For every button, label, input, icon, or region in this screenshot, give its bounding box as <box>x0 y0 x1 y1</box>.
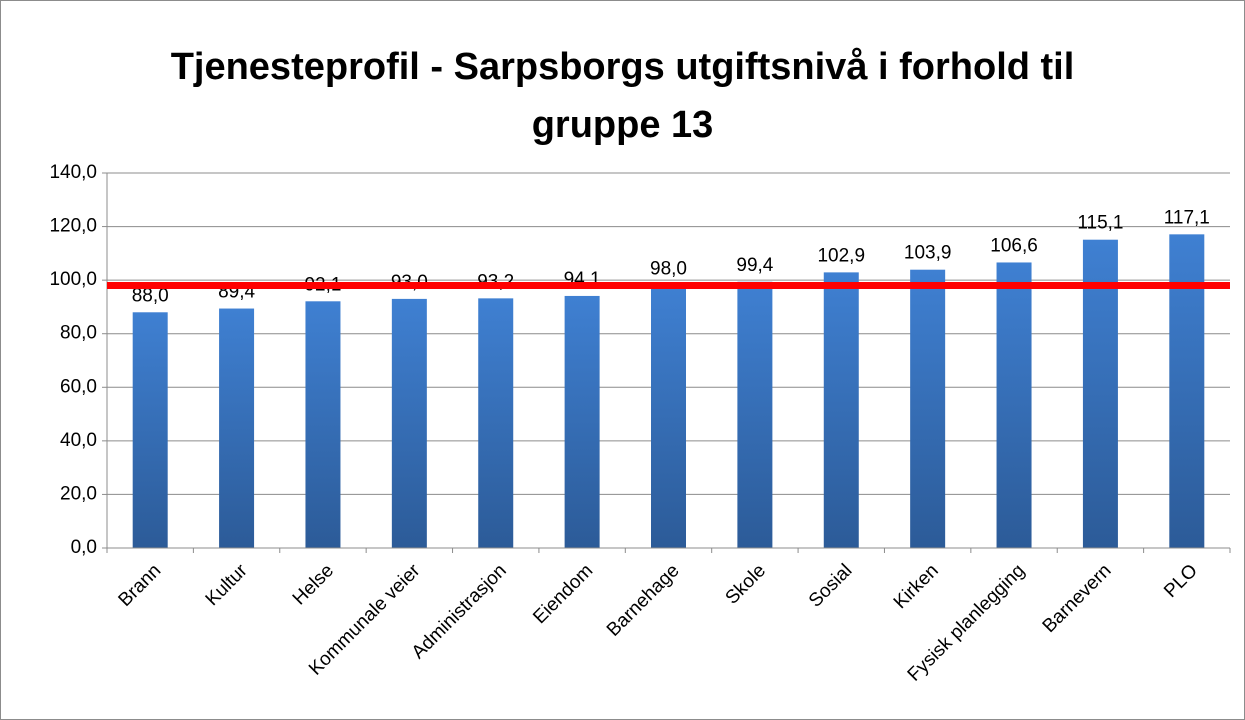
y-tick-label: 40,0 <box>60 430 97 451</box>
x-tick-label: Kultur <box>202 560 252 610</box>
bar <box>1169 234 1205 548</box>
x-tick-label: Sosial <box>805 560 856 611</box>
y-tick-label: 100,0 <box>49 269 97 290</box>
x-tick-label: Helse <box>289 560 338 609</box>
bar <box>305 301 341 548</box>
bar <box>996 262 1032 548</box>
data-label: 88,0 <box>132 285 169 306</box>
bar <box>564 295 600 548</box>
chart-title: Tjenesteprofil - Sarpsborgs utgiftsnivå … <box>170 46 1075 146</box>
x-tick-label: Brann <box>115 560 166 611</box>
x-tick-label: Barnevern <box>1039 560 1116 637</box>
data-label: 103,9 <box>904 243 952 264</box>
bar <box>478 298 514 548</box>
x-tick-label: Barnehage <box>603 560 684 641</box>
bar <box>823 272 859 548</box>
x-tick-label: Kirken <box>890 560 943 613</box>
y-tick-label: 20,0 <box>60 483 97 504</box>
data-label: 93,2 <box>477 271 514 292</box>
data-label: 102,9 <box>817 245 865 266</box>
y-tick-label: 0,0 <box>71 537 97 558</box>
x-tick-label: Eiendom <box>529 560 597 628</box>
y-tick-label: 140,0 <box>49 162 97 183</box>
bar <box>132 312 168 548</box>
y-tick-label: 80,0 <box>60 323 97 344</box>
bar <box>391 298 427 548</box>
x-tick-label: Skole <box>722 560 770 608</box>
y-tick-label: 60,0 <box>60 376 97 397</box>
bar <box>651 285 686 548</box>
y-tick-label: 120,0 <box>49 216 97 237</box>
bar <box>737 281 773 548</box>
bar <box>1082 239 1118 549</box>
data-label: 99,4 <box>736 255 773 276</box>
x-tick-label: PLO <box>1160 560 1202 602</box>
bar <box>219 308 255 548</box>
data-label: 115,1 <box>1077 213 1123 234</box>
data-label: 117,1 <box>1164 207 1210 228</box>
data-label: 106,6 <box>990 235 1038 256</box>
bar <box>910 269 946 548</box>
data-label: 98,0 <box>650 259 687 280</box>
